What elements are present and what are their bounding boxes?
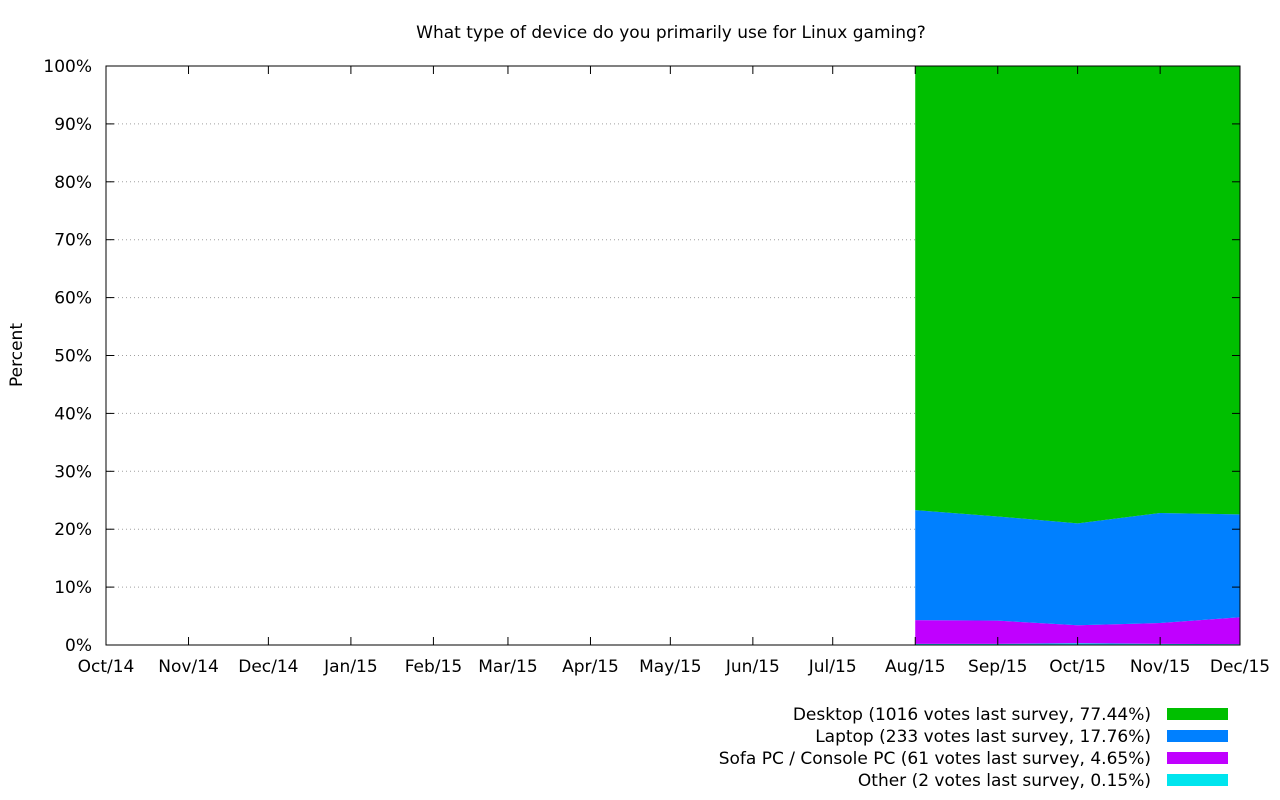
x-tick-label: Aug/15 xyxy=(885,657,946,677)
x-tick-label: Feb/15 xyxy=(405,657,462,677)
y-tick-label: 20% xyxy=(54,520,92,540)
x-tick-label: Sep/15 xyxy=(968,657,1027,677)
x-tick-label: Dec/15 xyxy=(1210,657,1270,677)
legend-swatch xyxy=(1167,730,1228,742)
y-tick-label: 10% xyxy=(54,578,92,598)
y-tick-label: 80% xyxy=(54,173,92,193)
area-series-3 xyxy=(915,66,1240,524)
x-tick-label: Mar/15 xyxy=(478,657,537,677)
y-tick-label: 70% xyxy=(54,231,92,251)
legend-swatch xyxy=(1167,752,1228,764)
y-tick-label: 0% xyxy=(65,636,92,656)
y-axis-label: Percent xyxy=(7,323,27,387)
legend-label: Laptop (233 votes last survey, 17.76%) xyxy=(815,727,1151,747)
x-tick-label: Jun/15 xyxy=(725,657,780,677)
legend-label: Desktop (1016 votes last survey, 77.44%) xyxy=(793,705,1151,725)
legend: Desktop (1016 votes last survey, 77.44%)… xyxy=(719,705,1228,791)
y-tick-label: 100% xyxy=(43,57,92,77)
area-series-2 xyxy=(915,510,1240,626)
x-tick-label: Dec/14 xyxy=(238,657,298,677)
y-tick-label: 30% xyxy=(54,462,92,482)
y-tick-label: 50% xyxy=(54,347,92,367)
x-tick-label: Nov/14 xyxy=(158,657,219,677)
x-tick-label: Oct/14 xyxy=(78,657,135,677)
areas xyxy=(915,66,1240,645)
x-tick-label: May/15 xyxy=(639,657,702,677)
x-tick-label: Jan/15 xyxy=(323,657,378,677)
x-tick-label: Oct/15 xyxy=(1049,657,1106,677)
x-tick-label: Jul/15 xyxy=(808,657,857,677)
y-tick-label: 40% xyxy=(54,404,92,424)
y-ticks: 0% 10% 20% 30% 40% 50% 60% 70% 80% 90% 100% xyxy=(43,57,1240,656)
legend-swatch xyxy=(1167,708,1228,720)
legend-label: Other (2 votes last survey, 0.15%) xyxy=(858,771,1151,791)
legend-swatch xyxy=(1167,774,1228,786)
chart-title: What type of device do you primarily use… xyxy=(416,23,926,43)
x-ticks: Oct/14 Nov/14 Dec/14 Jan/15 Feb/15 Mar/15 Apr/… xyxy=(78,66,1270,677)
x-tick-label: Apr/15 xyxy=(562,657,619,677)
legend-label: Sofa PC / Console PC (61 votes last surv… xyxy=(719,749,1151,769)
y-tick-label: 90% xyxy=(54,115,92,135)
x-tick-label: Nov/15 xyxy=(1130,657,1191,677)
area-series-1 xyxy=(915,617,1240,645)
y-tick-label: 60% xyxy=(54,289,92,309)
